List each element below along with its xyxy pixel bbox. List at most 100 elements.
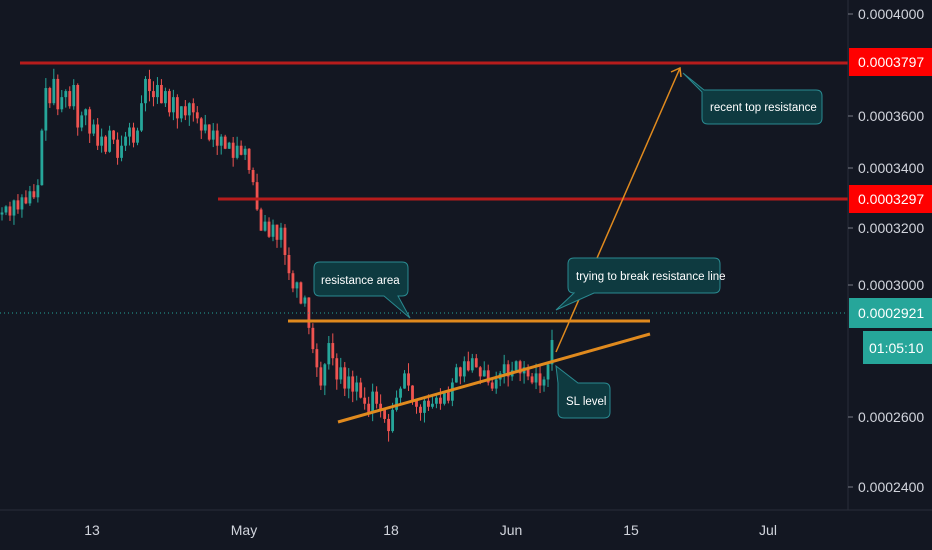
candle-body bbox=[136, 130, 139, 143]
candle-body bbox=[40, 130, 44, 186]
candle-body bbox=[187, 103, 191, 116]
candle-body bbox=[223, 136, 227, 149]
candle-body bbox=[395, 397, 398, 410]
time-axis[interactable]: 13 May 18 Jun 15 Jul bbox=[0, 509, 932, 538]
candlestick-series bbox=[0, 68, 554, 442]
candle-body bbox=[167, 91, 171, 113]
candle-body bbox=[219, 136, 223, 146]
candle-body bbox=[319, 367, 323, 386]
candle-body bbox=[0, 212, 4, 215]
candle-body bbox=[179, 106, 183, 119]
candle-body bbox=[44, 88, 48, 131]
price-tag-mid-resistance-text: 0.0003297 bbox=[858, 191, 924, 207]
candle-body bbox=[482, 370, 486, 377]
candle-body bbox=[211, 130, 215, 140]
candle-body bbox=[367, 403, 371, 413]
candle-body bbox=[156, 85, 159, 98]
callout-sl-level[interactable]: SL level bbox=[555, 364, 611, 419]
candle-body bbox=[371, 391, 375, 413]
y-tick-label: 0.0004000 bbox=[858, 6, 924, 22]
price-tag-top-resistance bbox=[849, 48, 932, 76]
y-tick-label: 0.0003400 bbox=[858, 160, 924, 176]
candle-body bbox=[263, 221, 267, 231]
candle-body bbox=[243, 148, 247, 155]
candle-body bbox=[343, 367, 347, 389]
candle-body bbox=[403, 373, 406, 389]
candle-body bbox=[152, 91, 155, 98]
candle-body bbox=[171, 97, 175, 113]
candle-body bbox=[514, 361, 518, 371]
candle-body bbox=[191, 103, 195, 113]
candle-body bbox=[283, 227, 287, 255]
candle-body bbox=[311, 327, 315, 350]
projection-arrow-line[interactable] bbox=[555, 67, 681, 353]
candle-body bbox=[251, 170, 255, 183]
y-tick-label: 0.0003000 bbox=[858, 277, 924, 293]
candle-body bbox=[355, 382, 359, 392]
x-tick-label: 13 bbox=[84, 522, 100, 538]
callout-resistance-area-text: resistance area bbox=[321, 275, 400, 287]
x-tick-label: 15 bbox=[623, 522, 639, 538]
candle-body bbox=[207, 124, 211, 140]
candle-body bbox=[72, 85, 76, 107]
candle-body bbox=[164, 91, 167, 104]
candle-body bbox=[132, 127, 135, 143]
candle-body bbox=[112, 130, 115, 140]
y-tick-label: 0.0002400 bbox=[858, 479, 924, 495]
candle-body bbox=[462, 361, 466, 377]
candle-body bbox=[375, 391, 379, 404]
candle-body bbox=[96, 124, 100, 146]
candle-body bbox=[52, 78, 56, 104]
candle-body bbox=[195, 112, 199, 119]
candle-body bbox=[80, 115, 84, 128]
candle-body bbox=[454, 367, 458, 383]
candle-body bbox=[160, 85, 163, 104]
candle-body bbox=[231, 142, 235, 158]
candle-body bbox=[407, 373, 410, 386]
candle-body bbox=[295, 282, 299, 289]
candle-body bbox=[439, 397, 442, 404]
candle-body bbox=[435, 397, 438, 404]
callout-resistance-area[interactable]: resistance area bbox=[313, 261, 411, 319]
candle-body bbox=[203, 124, 207, 131]
countdown-timer-text: 01:05:10 bbox=[869, 340, 924, 356]
candle-body bbox=[267, 221, 271, 237]
candle-body bbox=[494, 379, 498, 389]
candle-body bbox=[92, 124, 96, 134]
price-axis[interactable]: 0.0004000 0.0003600 0.0003400 0.0003200 … bbox=[847, 0, 932, 510]
candle-body bbox=[315, 349, 319, 368]
candle-body bbox=[56, 78, 60, 110]
candle-body bbox=[227, 142, 231, 149]
rising-support-trendline[interactable] bbox=[337, 332, 651, 424]
candle-body bbox=[327, 343, 331, 365]
candle-body bbox=[291, 273, 295, 289]
x-tick-label: 18 bbox=[383, 522, 399, 538]
candle-body bbox=[303, 297, 307, 304]
candle-body bbox=[48, 88, 52, 104]
candle-body bbox=[8, 206, 12, 216]
candle-body bbox=[546, 364, 550, 380]
callout-break-resistance[interactable]: trying to break resistance line bbox=[555, 257, 726, 311]
candle-body bbox=[279, 227, 283, 240]
candle-body bbox=[140, 103, 143, 131]
projection-arrow-head bbox=[670, 66, 682, 78]
candle-body bbox=[458, 367, 462, 377]
candle-body bbox=[16, 200, 20, 210]
x-tick-label: May bbox=[231, 522, 257, 538]
candle-body bbox=[60, 97, 64, 110]
callout-recent-top-resistance[interactable]: recent top resistance bbox=[682, 72, 823, 125]
candle-body bbox=[259, 209, 263, 231]
candle-body bbox=[506, 364, 510, 377]
candle-body bbox=[427, 400, 430, 407]
candle-body bbox=[175, 97, 179, 119]
candle-body bbox=[116, 139, 119, 158]
x-tick-label: Jun bbox=[500, 522, 523, 538]
candle-body bbox=[490, 382, 494, 389]
candle-body bbox=[68, 91, 72, 107]
candle-body bbox=[466, 361, 470, 371]
candle-body bbox=[287, 255, 291, 274]
candle-body bbox=[423, 400, 426, 413]
candle-body bbox=[76, 85, 80, 128]
